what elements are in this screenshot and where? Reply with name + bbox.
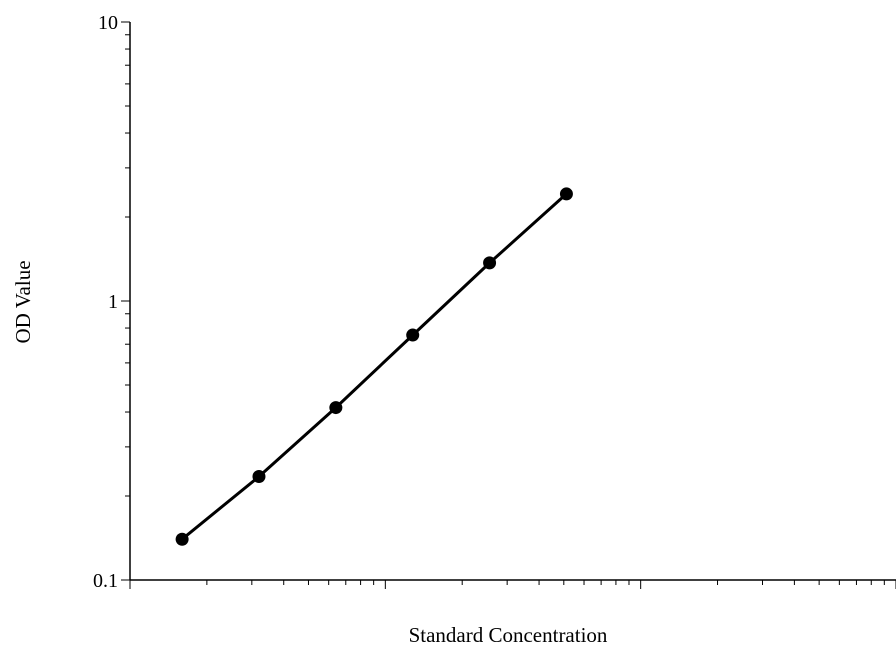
series-line-path — [181, 192, 568, 541]
data-point — [175, 532, 189, 546]
data-point — [329, 401, 343, 415]
data-point — [252, 469, 266, 483]
data-point — [483, 256, 497, 270]
data-point — [559, 187, 573, 201]
data-point — [406, 328, 420, 342]
series-line — [175, 187, 573, 546]
x-axis-title: Standard Concentration — [409, 623, 608, 646]
y-tick-label: 1 — [108, 291, 118, 313]
y-tick-label: 0.1 — [93, 570, 118, 592]
y-tick-label: 10 — [98, 12, 118, 34]
y-axis-title: OD Value — [11, 260, 35, 343]
axes: 0.1 1 10 — [93, 12, 896, 592]
